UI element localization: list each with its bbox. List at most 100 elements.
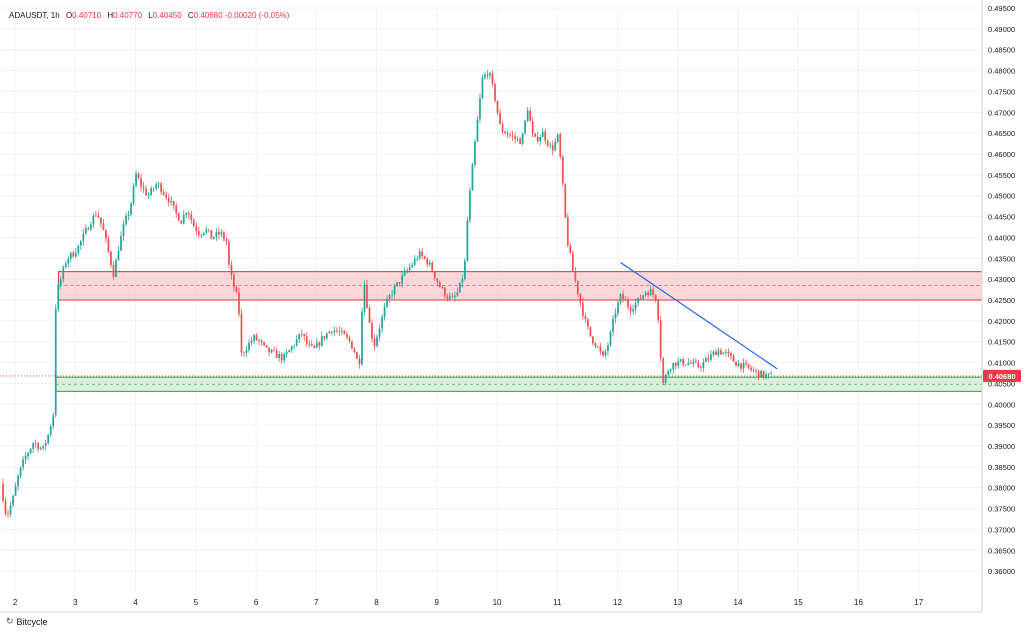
candle-down — [235, 286, 238, 293]
candle-up — [64, 263, 67, 268]
candle-up — [388, 295, 391, 299]
candle-up — [672, 362, 675, 370]
candle-up — [22, 459, 24, 468]
candle-up — [89, 224, 92, 230]
y-tick-label: 0.36500 — [988, 546, 1015, 555]
candle-up — [704, 358, 707, 362]
candle-up — [692, 361, 695, 364]
candle-down — [97, 215, 100, 218]
last-price-tag — [983, 369, 1021, 382]
candle-up — [77, 245, 80, 254]
candle-up — [413, 258, 416, 265]
candle-up — [212, 236, 215, 239]
candle-up — [42, 445, 45, 449]
candle-up — [760, 370, 762, 377]
x-tick-label: 15 — [794, 598, 803, 607]
candle-down — [356, 352, 358, 359]
candle-down — [105, 230, 107, 239]
candle-down — [398, 282, 401, 284]
y-tick-label: 0.44000 — [988, 233, 1015, 242]
candle-down — [353, 348, 356, 353]
candle-up — [406, 270, 409, 272]
candle-down — [494, 83, 496, 101]
y-tick-label: 0.49000 — [988, 25, 1015, 34]
candle-down — [197, 231, 200, 236]
x-tick-label: 5 — [194, 598, 199, 607]
candle-down — [757, 370, 760, 377]
candle-down — [373, 338, 376, 347]
candle-up — [47, 434, 50, 443]
y-tick-label: 0.39000 — [988, 442, 1015, 451]
candle-up — [554, 141, 557, 151]
candle-up — [82, 233, 85, 241]
candle-down — [727, 351, 730, 354]
y-tick-label: 0.37000 — [988, 525, 1015, 534]
y-tick-label: 0.40500 — [988, 379, 1015, 388]
candle-up — [637, 297, 639, 303]
candle-down — [162, 192, 165, 195]
candle-down — [2, 483, 4, 502]
y-tick-label: 0.47000 — [988, 108, 1015, 117]
candle-up — [253, 335, 255, 341]
candle-down — [504, 131, 506, 134]
y-tick-label: 0.45000 — [988, 192, 1015, 201]
candle-up — [458, 282, 461, 293]
candle-up — [270, 349, 273, 353]
candle-down — [499, 112, 501, 125]
candle-up — [215, 231, 218, 237]
candle-down — [346, 334, 348, 338]
candle-down — [514, 136, 516, 139]
candle-down — [95, 215, 97, 217]
candle-up — [92, 215, 95, 225]
candle-down — [509, 134, 511, 136]
x-tick-label: 8 — [374, 598, 379, 607]
x-tick-label: 14 — [734, 598, 743, 607]
candle-up — [84, 228, 87, 234]
candle-up — [453, 295, 456, 298]
candle-up — [612, 318, 614, 332]
candle-up — [765, 374, 767, 378]
candle-down — [559, 134, 562, 157]
y-tick-label: 0.47500 — [988, 87, 1015, 96]
candle-up — [391, 294, 393, 296]
candle-down — [338, 331, 341, 333]
candle-down — [366, 284, 368, 308]
candle-up — [411, 264, 414, 268]
candle-up — [664, 374, 667, 383]
price-axis: 0.49500 0.49000 0.48500 0.48000 0.47500 0.470… — [981, 0, 1015, 612]
candle-up — [524, 120, 527, 134]
candle-down — [602, 351, 604, 356]
candle-up — [642, 295, 644, 299]
x-tick-label: 17 — [914, 598, 923, 607]
candle-down — [137, 173, 140, 179]
candle-down — [519, 138, 521, 145]
candle-down — [243, 352, 245, 354]
candle-up — [469, 190, 471, 221]
candle-down — [720, 350, 722, 355]
candle-down — [223, 232, 225, 240]
candle-up — [157, 183, 160, 185]
candle-up — [200, 234, 203, 236]
candle-up — [315, 342, 318, 348]
candle-down — [265, 345, 268, 348]
candle-down — [348, 337, 351, 341]
candle-up — [742, 362, 745, 369]
candle-down — [657, 300, 660, 321]
candle-down — [750, 367, 752, 370]
x-tick-label: 2 — [13, 598, 18, 607]
candle-up — [722, 352, 725, 355]
candle-down — [576, 280, 579, 294]
close-value: 0.40680 — [193, 11, 223, 20]
candle-up — [220, 232, 223, 235]
low-value: 0.40450 — [152, 11, 182, 20]
candle-down — [255, 335, 258, 341]
candle-down — [335, 330, 338, 332]
candle-up — [604, 351, 607, 356]
candle-up — [298, 333, 301, 340]
y-tick-label: 0.48000 — [988, 67, 1015, 76]
candle-down — [112, 264, 115, 278]
candle-up — [381, 316, 383, 329]
candle-up — [484, 74, 486, 78]
candle-down — [594, 343, 597, 347]
